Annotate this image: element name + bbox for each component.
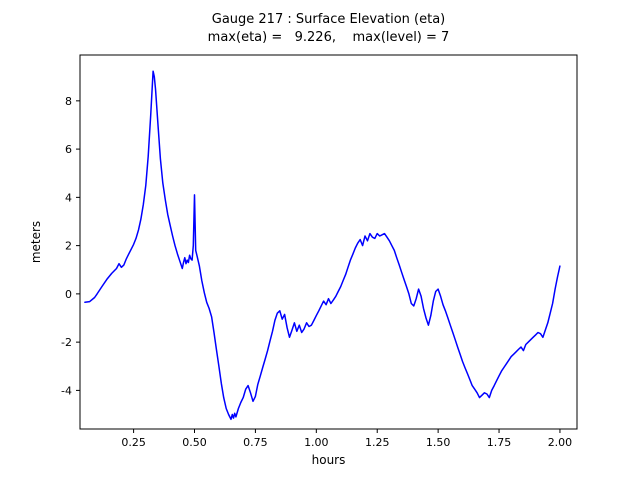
- x-tick-label: 1.25: [365, 436, 390, 449]
- plot-frame: [79, 54, 578, 430]
- x-axis-label: hours: [311, 453, 346, 467]
- y-tick-label: -2: [61, 336, 72, 349]
- x-tick-label: 1.50: [426, 436, 451, 449]
- x-tick-label: 1.75: [487, 436, 512, 449]
- y-tick-label: 4: [65, 191, 72, 204]
- y-tick-label: 2: [65, 240, 72, 253]
- x-tick-label: 1.00: [304, 436, 329, 449]
- x-tick-label: 0.25: [121, 436, 146, 449]
- y-tick-label: 0: [65, 288, 72, 301]
- y-tick-label: 6: [65, 143, 72, 156]
- chart-title: Gauge 217 : Surface Elevation (eta): [211, 12, 446, 27]
- y-tick-label: -4: [61, 384, 72, 397]
- x-tick-label: 2.00: [548, 436, 573, 449]
- x-tick-label: 0.50: [182, 436, 207, 449]
- data-line-eta: [84, 70, 561, 421]
- y-tick-label: 8: [65, 95, 72, 108]
- x-tick-label: 0.75: [243, 436, 268, 449]
- chart-subtitle: max(eta) = 9.226, max(level) = 7: [207, 30, 450, 45]
